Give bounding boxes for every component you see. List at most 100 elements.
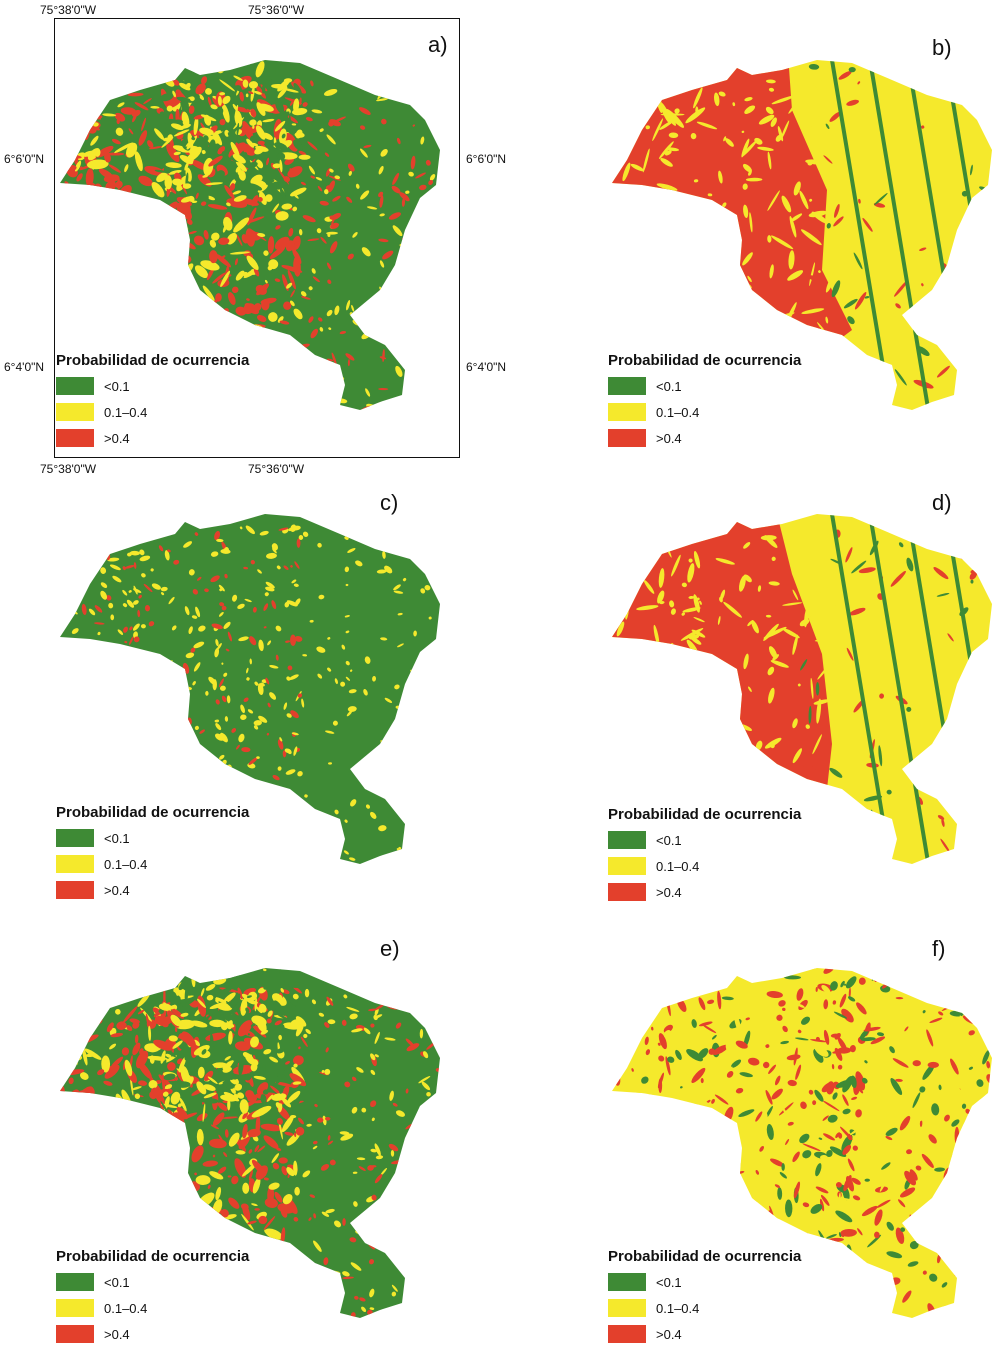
- class-patch: [421, 1177, 432, 1182]
- class-patch: [789, 1037, 796, 1055]
- class-patch: [167, 1196, 176, 1200]
- class-patch: [102, 213, 110, 232]
- class-patch: [123, 231, 136, 238]
- class-patch: [253, 720, 262, 726]
- class-patch: [643, 218, 653, 243]
- class-patch: [904, 1170, 917, 1186]
- class-patch: [863, 1026, 881, 1032]
- class-patch: [422, 344, 429, 351]
- class-patch: [81, 576, 87, 586]
- class-patch: [267, 236, 275, 254]
- class-patch: [402, 331, 409, 338]
- class-patch: [63, 670, 72, 676]
- class-patch: [817, 111, 826, 134]
- class-patch: [168, 1132, 188, 1141]
- class-patch: [843, 1175, 852, 1192]
- class-patch: [83, 78, 101, 88]
- class-patch: [83, 117, 89, 122]
- class-patch: [879, 693, 885, 699]
- class-patch: [815, 1186, 829, 1194]
- class-patch: [837, 1192, 841, 1211]
- class-patch: [890, 1111, 897, 1118]
- class-patch: [684, 668, 691, 677]
- class-patch: [961, 1103, 967, 1109]
- class-patch: [86, 567, 92, 575]
- class-patch: [688, 558, 693, 563]
- class-patch: [295, 129, 303, 139]
- class-patch: [902, 1027, 906, 1043]
- class-patch: [359, 107, 371, 115]
- class-patch: [316, 389, 323, 396]
- class-patch: [823, 999, 829, 1010]
- class-patch: [289, 168, 294, 172]
- class-patch: [139, 1156, 152, 1175]
- class-patch: [426, 297, 430, 301]
- class-patch: [150, 1220, 161, 1231]
- class-patch: [707, 193, 713, 197]
- class-patch: [801, 308, 825, 315]
- class-patch: [240, 1203, 249, 1210]
- class-patch: [920, 125, 925, 129]
- class-patch: [143, 269, 147, 273]
- class-patch: [921, 781, 926, 786]
- class-patch: [759, 1145, 765, 1152]
- class-patch: [342, 1271, 350, 1277]
- class-patch: [909, 1241, 919, 1250]
- class-patch: [349, 1237, 357, 1243]
- class-patch: [895, 303, 901, 309]
- class-patch: [687, 222, 708, 231]
- class-patch: [685, 1225, 694, 1234]
- class-patch: [304, 988, 310, 998]
- class-patch: [846, 1275, 854, 1290]
- class-patch: [264, 178, 275, 183]
- class-patch: [190, 647, 196, 653]
- class-patch: [203, 1092, 217, 1099]
- class-patch: [110, 614, 115, 621]
- class-patch: [847, 316, 855, 325]
- class-patch: [227, 292, 236, 305]
- class-patch: [711, 709, 736, 712]
- class-patch: [293, 583, 299, 587]
- class-patch: [788, 99, 800, 114]
- class-patch: [411, 297, 418, 309]
- class-patch: [873, 1253, 879, 1258]
- class-patch: [237, 603, 245, 609]
- class-patch: [978, 1002, 987, 1014]
- class-patch: [647, 80, 658, 98]
- class-patch: [410, 350, 414, 354]
- class-patch: [161, 1158, 170, 1169]
- class-patch: [870, 1036, 886, 1045]
- class-patch: [257, 140, 265, 145]
- class-patch: [334, 305, 340, 316]
- class-patch: [361, 1306, 367, 1312]
- class-patch: [219, 92, 226, 96]
- class-patch: [134, 1114, 142, 1126]
- class-patch: [349, 669, 353, 672]
- class-patch: [969, 974, 982, 981]
- class-patch: [202, 299, 209, 305]
- class-patch: [200, 987, 205, 997]
- class-patch: [165, 162, 182, 169]
- class-patch: [278, 1024, 285, 1031]
- class-patch: [160, 1059, 167, 1076]
- class-patch: [326, 134, 336, 145]
- class-patch: [834, 1047, 843, 1061]
- class-patch: [689, 1189, 695, 1195]
- class-patch: [743, 574, 752, 583]
- legend-row-mid: 0.1–0.4: [608, 399, 801, 425]
- class-patch: [98, 168, 114, 179]
- class-patch: [293, 139, 303, 151]
- class-patch: [899, 1187, 916, 1198]
- class-patch: [113, 707, 119, 716]
- class-patch: [203, 1084, 216, 1091]
- class-patch: [251, 142, 259, 147]
- class-patch: [160, 1050, 166, 1064]
- class-patch: [834, 204, 840, 218]
- class-patch: [232, 153, 246, 164]
- class-patch: [272, 548, 277, 554]
- class-patch: [738, 575, 746, 592]
- class-patch: [291, 1011, 295, 1023]
- class-patch: [327, 667, 332, 672]
- class-patch: [734, 1014, 741, 1032]
- class-patch: [809, 262, 816, 287]
